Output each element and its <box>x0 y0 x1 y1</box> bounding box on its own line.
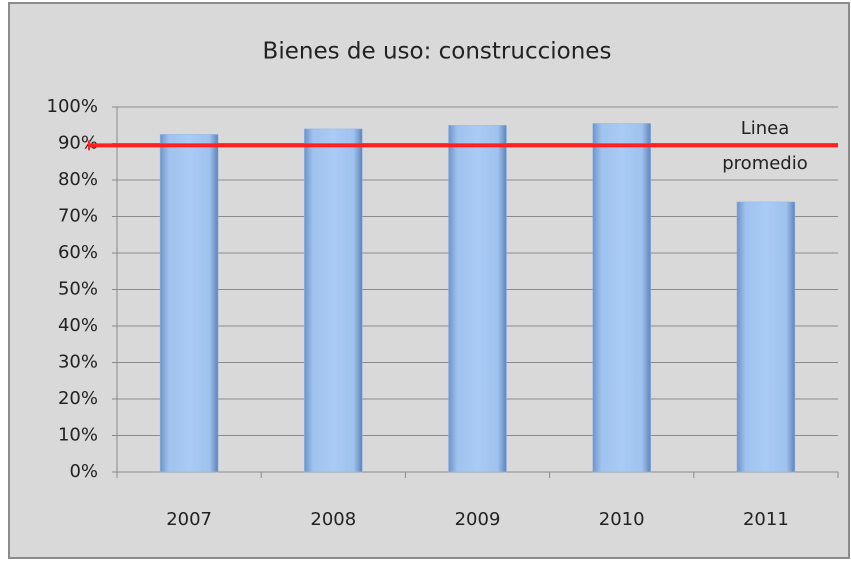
y-tick-label: 80% <box>58 169 98 190</box>
y-tick-label: 100% <box>47 96 98 117</box>
y-tick-label: 70% <box>58 206 98 227</box>
x-tick-label: 2008 <box>310 509 356 530</box>
y-tick-label: 20% <box>58 388 98 409</box>
x-tick-label: 2011 <box>743 509 789 530</box>
average-line-label: promedio <box>722 153 808 174</box>
x-tick-label: 2009 <box>455 509 501 530</box>
chart-area <box>8 2 850 559</box>
bar <box>304 128 363 473</box>
bar <box>592 123 651 473</box>
bar <box>736 201 796 473</box>
y-tick-label: 0% <box>69 461 98 482</box>
y-tick-label: 10% <box>58 425 98 446</box>
average-line-label: Linea <box>741 118 790 139</box>
y-tick-label: 30% <box>58 352 98 373</box>
bar <box>448 125 507 473</box>
y-tick-label: 40% <box>58 315 98 336</box>
x-tick-label: 2007 <box>166 509 212 530</box>
bar <box>159 134 219 473</box>
y-tick-label: 50% <box>58 279 98 300</box>
x-tick-label: 2010 <box>599 509 645 530</box>
y-tick-label: 90% <box>58 133 98 154</box>
chart-title: Bienes de uso: construcciones <box>263 39 612 65</box>
y-tick-label: 60% <box>58 242 98 263</box>
